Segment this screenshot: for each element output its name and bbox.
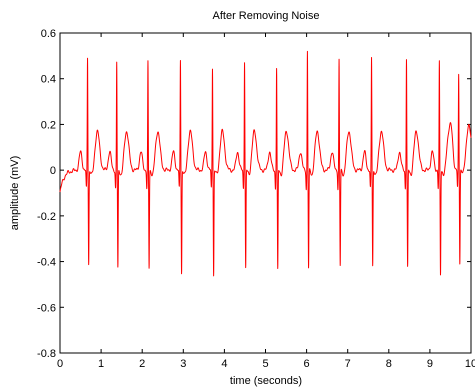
x-tick-label: 3 bbox=[180, 358, 186, 370]
y-tick-label: 0 bbox=[50, 165, 56, 177]
y-tick-label: -0.4 bbox=[37, 257, 56, 269]
y-axis-label: amplitude (mV) bbox=[9, 156, 21, 231]
ecg-signal-line bbox=[59, 50, 472, 277]
x-tick-label: 6 bbox=[304, 358, 310, 370]
x-axis-label: time (seconds) bbox=[230, 375, 302, 387]
y-tick-label: 0.4 bbox=[41, 74, 56, 86]
x-tick-label: 1 bbox=[98, 358, 104, 370]
y-axis: -0.8 -0.6 -0.4 -0.2 0 0.2 0.4 0.6 bbox=[37, 28, 471, 360]
x-tick-label: 0 bbox=[57, 358, 63, 370]
y-tick-label: -0.2 bbox=[37, 211, 56, 223]
y-tick-label: -0.8 bbox=[37, 348, 56, 360]
x-tick-label: 7 bbox=[345, 358, 351, 370]
x-tick-label: 5 bbox=[262, 358, 268, 370]
x-tick-label: 8 bbox=[386, 358, 392, 370]
x-tick-label: 10 bbox=[465, 358, 475, 370]
y-tick-label: -0.6 bbox=[37, 302, 56, 314]
chart-title: After Removing Noise bbox=[213, 10, 320, 22]
y-tick-label: 0.6 bbox=[41, 28, 56, 40]
plot-area bbox=[59, 32, 472, 354]
x-tick-label: 2 bbox=[139, 358, 145, 370]
x-axis: 0 1 2 3 4 5 6 7 8 9 10 bbox=[57, 33, 475, 370]
x-tick-label: 4 bbox=[221, 358, 227, 370]
y-tick-label: 0.2 bbox=[41, 119, 56, 131]
x-tick-label: 9 bbox=[427, 358, 433, 370]
